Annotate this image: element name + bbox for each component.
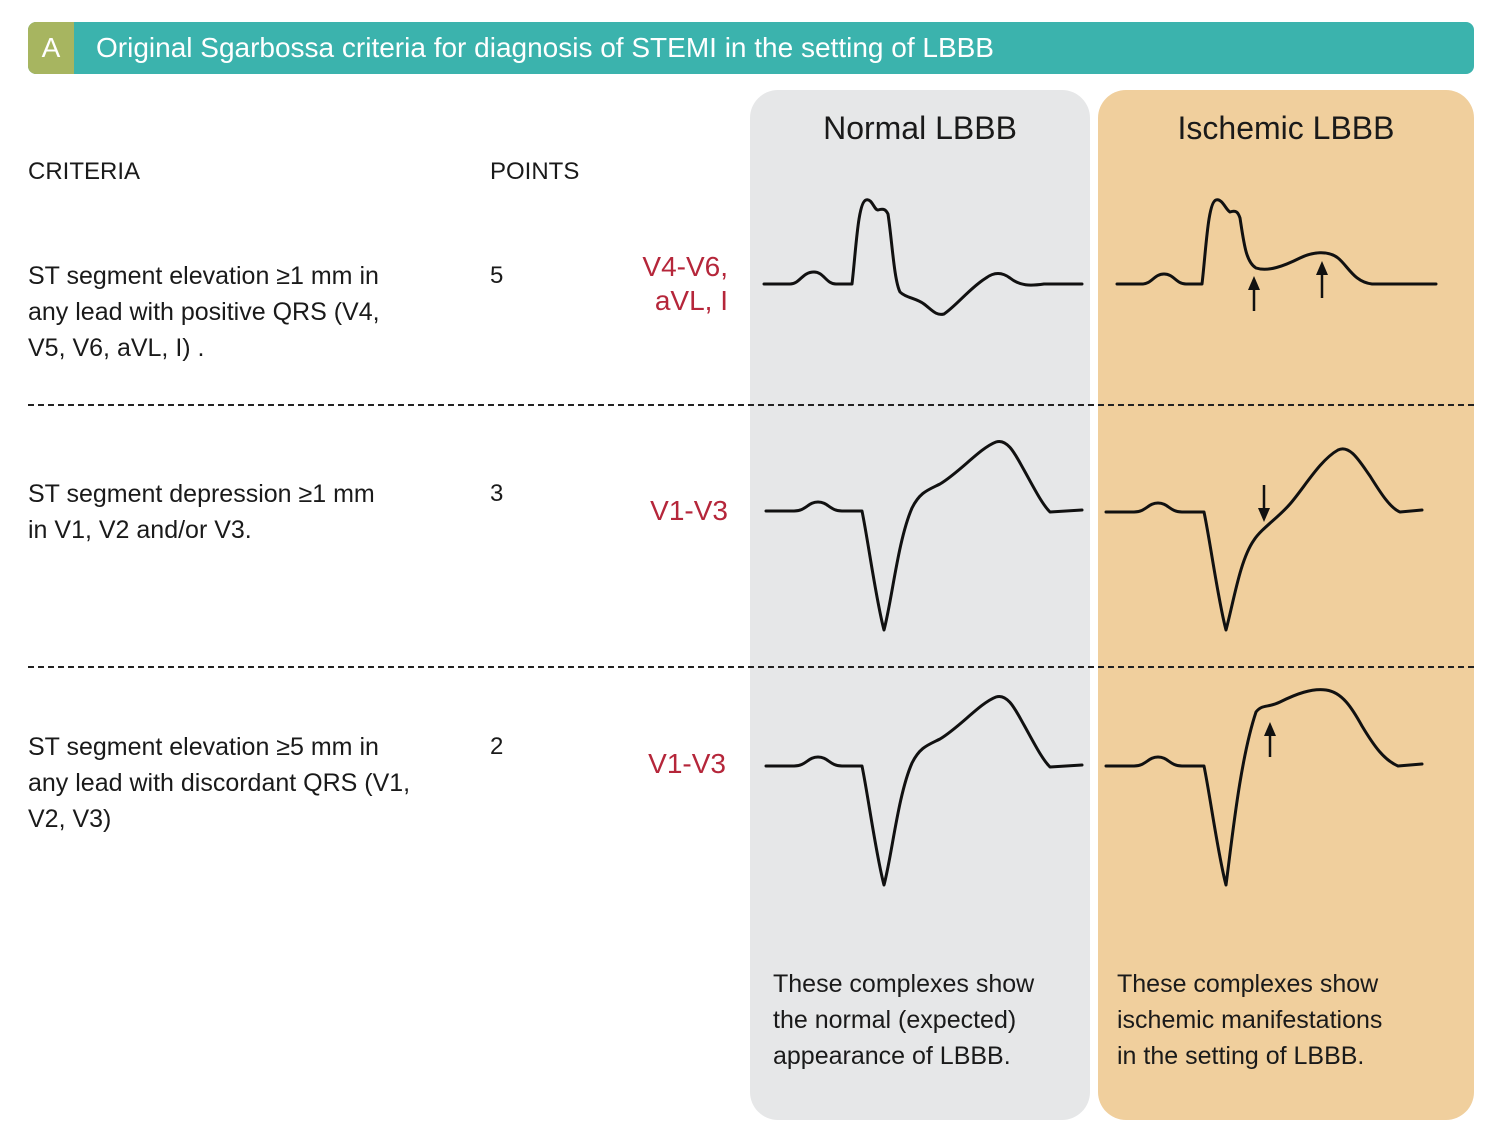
normal-lbbb-title: Normal LBBB bbox=[823, 110, 1017, 146]
criterion-3-line-1: ST segment elevation ≥5 mm in bbox=[28, 733, 379, 761]
leads-1: V4-V6, aVL, I bbox=[600, 250, 728, 318]
criterion-1-line-2: any lead with positive QRS (V4, bbox=[28, 298, 380, 326]
criterion-3: ST segment elevation ≥5 mm in any lead w… bbox=[28, 729, 478, 837]
ischemic-note-line-1: These complexes show bbox=[1117, 970, 1379, 998]
normal-note-line-2: the normal (expected) bbox=[773, 1006, 1017, 1034]
normal-note-line-1: These complexes show bbox=[773, 970, 1035, 998]
criterion-2-line-2: in V1, V2 and/or V3. bbox=[28, 516, 252, 544]
row-divider-2 bbox=[28, 666, 1474, 668]
row-divider-1 bbox=[28, 404, 1474, 406]
leads-2-line-1: V1-V3 bbox=[650, 495, 728, 526]
leads-3: V1-V3 bbox=[600, 747, 726, 781]
criterion-1-line-3: V5, V6, aVL, I) . bbox=[28, 334, 205, 362]
ischemic-note-line-3: in the setting of LBBB. bbox=[1117, 1042, 1365, 1070]
points-column-header: POINTS bbox=[490, 158, 580, 185]
criterion-1-line-1: ST segment elevation ≥1 mm in bbox=[28, 262, 379, 290]
points-3: 2 bbox=[490, 733, 504, 760]
normal-note-line-3: appearance of LBBB. bbox=[773, 1042, 1011, 1070]
panel-letter: A bbox=[28, 22, 74, 74]
ischemic-lbbb-note: These complexes show ischemic manifestat… bbox=[1117, 966, 1467, 1074]
criterion-3-line-2: any lead with discordant QRS (V1, bbox=[28, 769, 411, 797]
criteria-column-header: CRITERIA bbox=[28, 158, 141, 185]
points-2: 3 bbox=[490, 480, 504, 507]
normal-lbbb-note: These complexes show the normal (expecte… bbox=[773, 966, 1083, 1074]
figure-header: A Original Sgarbossa criteria for diagno… bbox=[28, 22, 1474, 74]
figure-title: Original Sgarbossa criteria for diagnosi… bbox=[96, 32, 994, 63]
ischemic-note-line-2: ischemic manifestations bbox=[1117, 1006, 1383, 1034]
leads-3-line-1: V1-V3 bbox=[648, 748, 726, 779]
leads-1-line-2: aVL, I bbox=[654, 285, 728, 316]
criterion-3-line-3: V2, V3) bbox=[28, 805, 112, 833]
leads-2: V1-V3 bbox=[600, 494, 728, 528]
ischemic-lbbb-title: Ischemic LBBB bbox=[1177, 110, 1395, 146]
criterion-2-line-1: ST segment depression ≥1 mm bbox=[28, 480, 375, 508]
criterion-2: ST segment depression ≥1 mm in V1, V2 an… bbox=[28, 476, 478, 548]
points-1: 5 bbox=[490, 262, 504, 289]
criterion-1: ST segment elevation ≥1 mm in any lead w… bbox=[28, 258, 478, 366]
leads-1-line-1: V4-V6, bbox=[642, 251, 728, 282]
